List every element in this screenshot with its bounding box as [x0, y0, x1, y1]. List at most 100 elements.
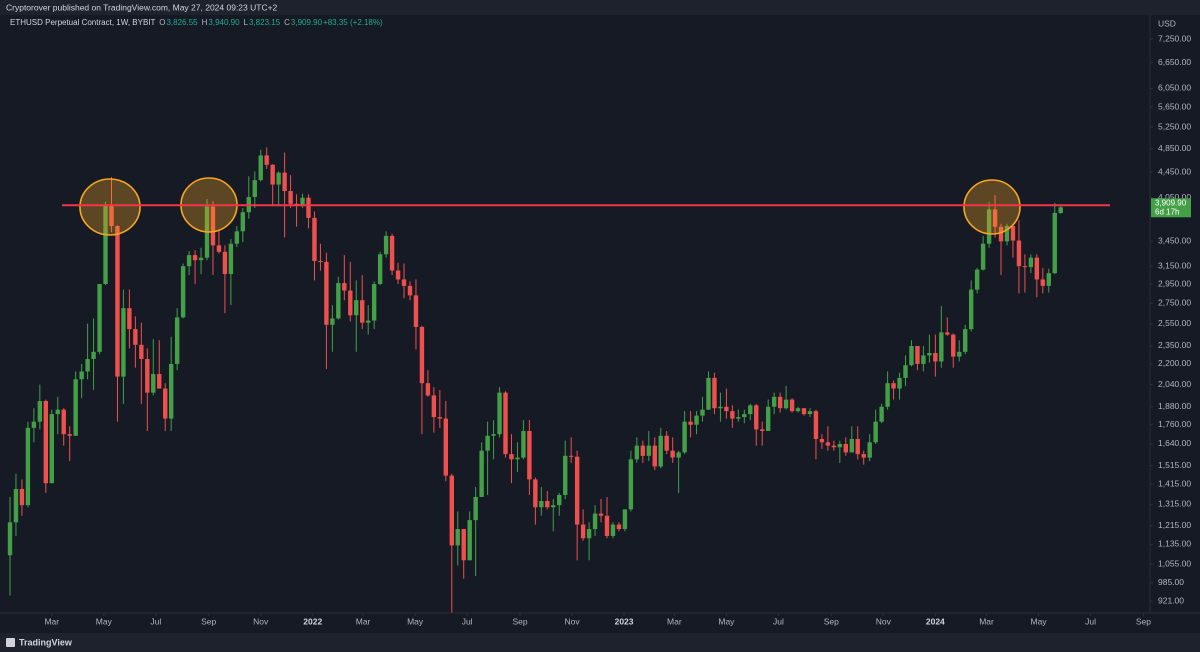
candle-body — [676, 452, 681, 458]
candle-body — [801, 408, 807, 415]
candle-body — [133, 329, 138, 345]
y-tick-label: 1,880.00 — [1158, 401, 1191, 411]
candle-body — [604, 515, 610, 536]
candle-body — [819, 439, 825, 443]
x-tick-label: May — [718, 616, 735, 626]
x-tick-label: Nov — [564, 616, 580, 626]
x-tick-label: Mar — [667, 616, 682, 626]
candle-body — [43, 401, 49, 484]
legend-line: ETHUSD Perpetual Contract, 1W, BYBIT O3,8… — [10, 18, 383, 27]
ohlc-key: H — [202, 18, 208, 27]
x-tick-label: Mar — [356, 616, 371, 626]
y-tick-label: 921.00 — [1158, 595, 1184, 605]
candle-body — [771, 396, 777, 407]
candle-body — [13, 489, 19, 523]
ohlc-key: L — [244, 18, 249, 27]
candle-body — [718, 406, 723, 409]
candle-body — [437, 417, 443, 419]
y-tick-label: 4,050.00 — [1158, 192, 1191, 202]
y-tick-label: 7,250.00 — [1158, 33, 1191, 43]
y-tick-label: 1,055.00 — [1158, 558, 1191, 568]
y-tick-label: 5,250.00 — [1158, 121, 1191, 131]
y-tick-label: 4,850.00 — [1158, 143, 1191, 153]
candle-body — [7, 522, 13, 556]
candle-body — [688, 421, 693, 425]
candle-body — [963, 329, 968, 352]
candle-body — [401, 279, 407, 286]
candle-body — [419, 326, 425, 384]
candle-body — [789, 399, 795, 412]
candle-body — [939, 332, 944, 362]
y-tick-label: 1,135.00 — [1158, 538, 1191, 548]
ohlc-value: 3,823.15 — [249, 18, 281, 27]
candle-body — [377, 254, 383, 285]
candle-body — [288, 191, 293, 204]
y-tick-label: 2,950.00 — [1158, 278, 1191, 288]
candle-body — [336, 283, 341, 319]
candle-body — [527, 430, 532, 480]
candle-body — [879, 406, 884, 422]
candle-body — [151, 374, 156, 393]
candle-body — [1058, 207, 1063, 214]
candle-body — [521, 430, 526, 458]
candle-body — [1016, 240, 1022, 267]
x-tick-label: Nov — [876, 616, 892, 626]
candle-body — [724, 406, 729, 412]
candle-body — [968, 289, 974, 330]
y-tick-label: 3,450.00 — [1158, 236, 1191, 246]
candle-body — [551, 505, 556, 508]
candle-body — [580, 524, 586, 539]
y-tick-label: 1,415.00 — [1158, 478, 1191, 488]
candle-body — [742, 414, 747, 418]
candle-body — [539, 501, 544, 508]
candle-body — [980, 243, 986, 270]
candle-body — [992, 209, 998, 227]
candle-body — [903, 365, 908, 378]
candle-body — [192, 255, 198, 261]
candle-body — [921, 355, 926, 364]
candle-body — [891, 383, 896, 389]
candle-body — [563, 455, 568, 495]
candle-body — [103, 205, 108, 285]
candle-body — [1034, 257, 1040, 280]
candle-body — [849, 439, 854, 453]
currency: USD — [1158, 18, 1176, 28]
candle-body — [509, 454, 514, 460]
candle-body — [945, 332, 950, 335]
candle-body — [825, 442, 831, 446]
candle-body — [515, 457, 520, 460]
candle-body — [533, 479, 538, 508]
candle-body — [783, 399, 789, 409]
candle-body — [491, 434, 496, 436]
x-tick-label: Sep — [201, 616, 216, 626]
y-tick-label: 2,350.00 — [1158, 340, 1191, 350]
candle-body — [109, 205, 114, 227]
candle-body — [174, 317, 180, 364]
candle-body — [258, 155, 263, 181]
candle-body — [163, 388, 168, 419]
candle-body — [67, 434, 72, 436]
candle-body — [115, 226, 120, 377]
candle-body — [252, 180, 257, 198]
candle-body — [640, 445, 646, 456]
candle-body — [395, 270, 401, 280]
x-tick-label: Nov — [253, 616, 269, 626]
candle-body — [91, 351, 96, 360]
candle-body — [1046, 273, 1051, 286]
candle-body — [574, 456, 580, 525]
candle-body — [168, 363, 174, 419]
candle-body — [479, 450, 484, 497]
candle-body — [473, 496, 478, 521]
brand: TradingView — [19, 637, 73, 647]
y-tick-label: 3,150.00 — [1158, 260, 1191, 270]
candle-body — [622, 509, 628, 530]
ohlc-value: 3,909.90 — [291, 18, 323, 27]
candle-body — [909, 345, 914, 366]
ohlc-value: 3,826.55 — [166, 18, 198, 27]
brand-logo: TradingView — [6, 637, 73, 647]
candle-body — [837, 443, 843, 448]
candle-body — [694, 415, 699, 425]
candle-body — [157, 374, 162, 389]
x-tick-label: Jul — [150, 616, 161, 626]
candle-body — [736, 417, 741, 419]
